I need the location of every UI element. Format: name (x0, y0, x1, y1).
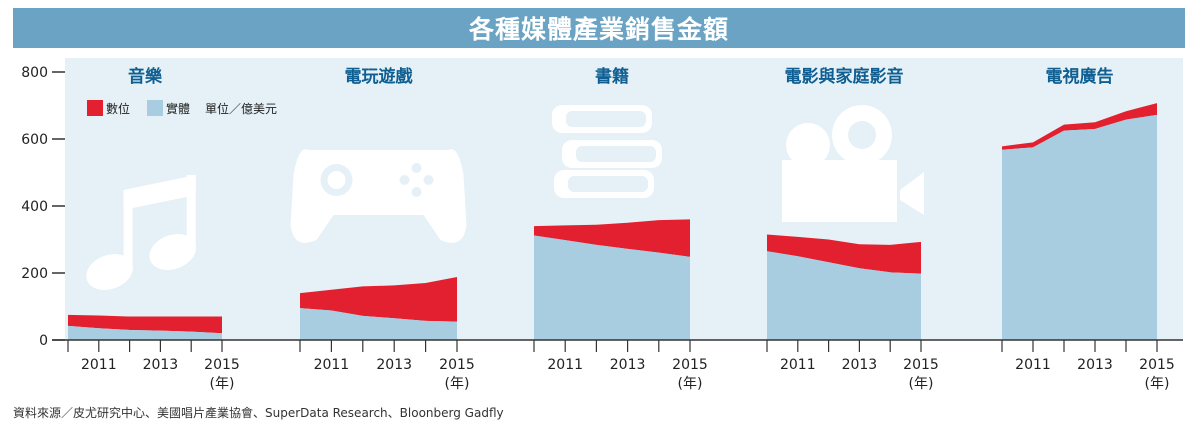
chart-area: 0 200 400 600 800 音樂 2011 2013 2015 (年) 電玩遊戲 2011 20… (21, 58, 1183, 392)
reel (786, 123, 830, 167)
note-stem (123, 190, 133, 270)
x-tick-label: 2013 (376, 357, 412, 373)
x-tick-label: 2011 (314, 357, 350, 373)
controller-button (411, 187, 422, 197)
controller-button (411, 163, 422, 173)
area-physical (1002, 114, 1157, 340)
x-tick-label: 2013 (1077, 357, 1113, 373)
area-digital (68, 314, 222, 334)
x-tick-label: 2013 (842, 357, 878, 373)
panel-title: 音樂 (128, 66, 163, 87)
panel-title: 書籍 (595, 66, 629, 87)
area-digital (300, 277, 457, 322)
x-unit-label: (年) (678, 376, 703, 392)
area-physical (534, 235, 690, 340)
x-tick-label: 2013 (610, 357, 646, 373)
game-controller-icon (290, 149, 467, 243)
note-beam (123, 175, 196, 210)
book-pages (576, 146, 656, 162)
area-digital (767, 234, 921, 274)
area-digital (534, 219, 690, 257)
panel-title: 電玩遊戲 (345, 66, 414, 87)
area-physical (68, 325, 222, 340)
book-pages (568, 176, 648, 192)
camera-body (782, 160, 897, 222)
source-note: 資料來源／皮尤研究中心、美國唱片產業協會、SuperData Research、… (13, 406, 504, 420)
x-unit-label: (年) (210, 376, 235, 392)
x-tick-label: 2015 (204, 357, 240, 373)
y-tick-label: 0 (39, 333, 48, 349)
music-note-icon (86, 175, 197, 290)
controller-button (399, 175, 410, 185)
y-tick-label: 800 (21, 65, 48, 81)
controller-button (423, 175, 434, 185)
y-tick-label: 600 (21, 132, 48, 148)
x-tick-label: 2011 (1015, 357, 1051, 373)
note-head (86, 254, 133, 290)
controller-stick-cap (327, 171, 346, 189)
area-physical (300, 308, 457, 340)
reel-hole (848, 121, 876, 149)
book-pages (566, 111, 646, 127)
legend-unit: 單位／億美元 (205, 101, 277, 116)
title-bar: 各種媒體產業銷售金額 (13, 8, 1185, 48)
x-unit-label: (年) (909, 376, 934, 392)
x-tick-label: 2011 (547, 357, 583, 373)
area-digital (1002, 103, 1157, 150)
x-tick-label: 2015 (439, 357, 475, 373)
x-tick-label: 2015 (672, 357, 708, 373)
y-tick-label: 200 (21, 266, 48, 282)
note-head (149, 234, 197, 270)
movie-camera-icon (782, 105, 924, 222)
chart-title: 各種媒體產業銷售金額 (468, 15, 729, 44)
legend-swatch-digital (87, 100, 103, 116)
legend: 數位 實體 單位／億美元 (87, 100, 277, 116)
x-tick-label: 2011 (81, 357, 117, 373)
x-unit-label: (年) (445, 376, 470, 392)
x-unit-label: (年) (1145, 376, 1170, 392)
books-icon (552, 105, 662, 198)
panel-title: 電影與家庭影音 (785, 66, 904, 87)
x-tick-label: 2015 (1139, 357, 1175, 373)
area-physical (767, 251, 921, 340)
legend-swatch-physical (147, 100, 163, 116)
legend-label-physical: 實體 (166, 101, 190, 116)
note-stem (186, 175, 196, 252)
y-tick-label: 400 (21, 199, 48, 215)
x-tick-label: 2011 (780, 357, 816, 373)
camera-lens (900, 172, 924, 215)
x-tick-label: 2013 (143, 357, 179, 373)
x-tick-label: 2015 (903, 357, 939, 373)
panel-title: 電視廣告 (1046, 66, 1114, 87)
legend-label-digital: 數位 (106, 101, 130, 116)
